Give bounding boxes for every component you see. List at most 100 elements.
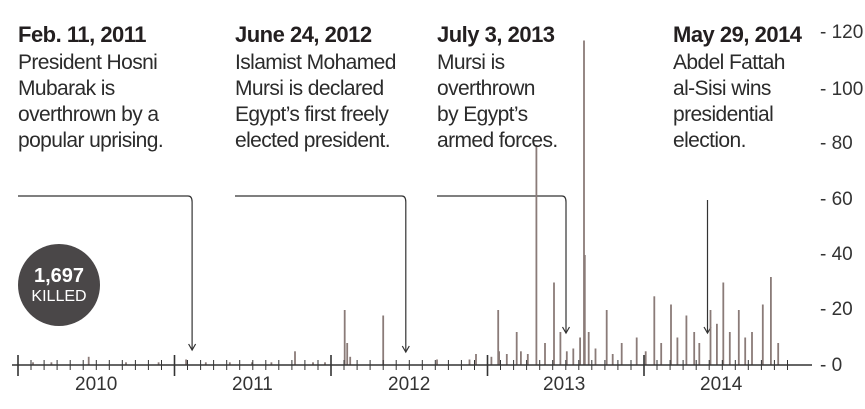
bar [611, 354, 614, 365]
annotation-text: al-Sisi wins [673, 77, 771, 100]
annotation-2014: May 29, 2014 Abdel Fattah al-Sisi wins p… [673, 22, 802, 154]
bar [87, 356, 90, 366]
bar [716, 323, 718, 366]
bar [468, 359, 471, 365]
x-tick-label: 2010 [75, 374, 118, 395]
bar [544, 343, 546, 365]
annotation-2012: June 24, 2012 Islamist Mohamed Mursi is … [235, 22, 396, 154]
bar [770, 277, 772, 365]
bar-series [32, 40, 780, 366]
bar [670, 304, 672, 365]
annotation-text: Egypt’s first freely [235, 103, 389, 126]
x-tick-label: 2011 [232, 374, 273, 395]
bar [644, 351, 647, 366]
annotation-date: May 29, 2014 [673, 22, 802, 47]
bar [709, 310, 712, 365]
bar [520, 351, 522, 366]
annotation-text: Mubarak is [18, 77, 115, 100]
annotation-2011: Feb. 11, 2011 President Hosni Mubarak is… [18, 22, 164, 154]
bar [251, 362, 253, 366]
bar [505, 354, 508, 365]
bar [553, 282, 555, 365]
bar [660, 343, 663, 365]
bar [312, 362, 314, 366]
bar [737, 310, 740, 365]
annotation-text: Abdel Fattah [673, 51, 785, 74]
bar [583, 255, 586, 365]
annotation-text: presidential [673, 103, 774, 126]
total-killed-value: 1,697 [33, 265, 85, 287]
annotation-leaders [18, 195, 712, 354]
bar [777, 343, 780, 365]
bar [605, 310, 608, 365]
bar [497, 310, 500, 365]
annotation-leader-line [18, 195, 193, 350]
bar [594, 348, 597, 365]
x-tick-label: 2014 [700, 374, 743, 395]
y-tick-label: - 100 [820, 79, 864, 100]
bar [572, 348, 575, 365]
annotation-date: Feb. 11, 2011 [18, 22, 147, 47]
bar [498, 351, 500, 366]
bar [382, 315, 385, 365]
bar [751, 332, 753, 365]
bar [685, 315, 688, 365]
annotation-2013: July 3, 2013 Mursi is overthrown by Egyp… [437, 22, 558, 154]
annotation-arrowhead [561, 326, 571, 335]
bar [722, 282, 725, 365]
bar [565, 351, 568, 366]
bar [349, 356, 352, 366]
y-tick-label: - 40 [820, 244, 853, 265]
bar [324, 362, 326, 366]
y-tick-label: - 60 [820, 189, 853, 210]
bar [436, 359, 438, 365]
annotation-text: by Egypt’s [437, 103, 528, 126]
annotation-arrowhead [188, 343, 197, 352]
bar [294, 351, 296, 366]
x-axis-ticks [17, 355, 788, 376]
bar [579, 337, 581, 365]
bar [526, 354, 529, 365]
total-killed-badge: 1,697 KILLED [18, 244, 100, 326]
bar [32, 362, 34, 366]
bar [270, 362, 273, 366]
bar [515, 332, 518, 365]
bar [343, 310, 346, 365]
y-tick-label: - 20 [820, 299, 853, 320]
annotation-arrowhead [401, 345, 410, 354]
annotation-date: June 24, 2012 [235, 22, 372, 47]
annotation-leader-line [235, 195, 407, 352]
bar [693, 332, 696, 365]
y-tick-label: - 80 [820, 133, 853, 154]
annotation-text: elected president. [235, 129, 391, 152]
annotation-text: overthrown [437, 77, 535, 100]
bar [635, 337, 638, 365]
y-tick-label: - 120 [820, 22, 864, 43]
annotation-text: President Hosni [18, 51, 158, 74]
bar [676, 337, 679, 365]
annotation-text: overthrown by a [18, 103, 159, 126]
bar [157, 362, 160, 366]
bar [475, 354, 477, 365]
bar [346, 343, 349, 365]
bar [744, 337, 747, 365]
total-killed-label: KILLED [31, 288, 87, 305]
bar [125, 362, 127, 366]
bar [698, 343, 701, 365]
annotation-leader-line [437, 195, 567, 333]
bar [204, 362, 207, 366]
bar [490, 356, 493, 366]
annotation-text: Mursi is [437, 51, 505, 74]
annotation-text: election. [673, 129, 746, 152]
bar [185, 359, 187, 365]
bar [653, 296, 656, 366]
bar [583, 40, 585, 365]
bar [728, 332, 731, 365]
bar [587, 332, 590, 365]
x-tick-label: 2012 [388, 374, 431, 395]
bar [228, 362, 231, 366]
annotation-text: armed forces. [437, 129, 558, 152]
annotation-text: popular uprising. [18, 129, 164, 152]
bar [559, 332, 562, 365]
x-tick-label: 2013 [543, 374, 586, 395]
